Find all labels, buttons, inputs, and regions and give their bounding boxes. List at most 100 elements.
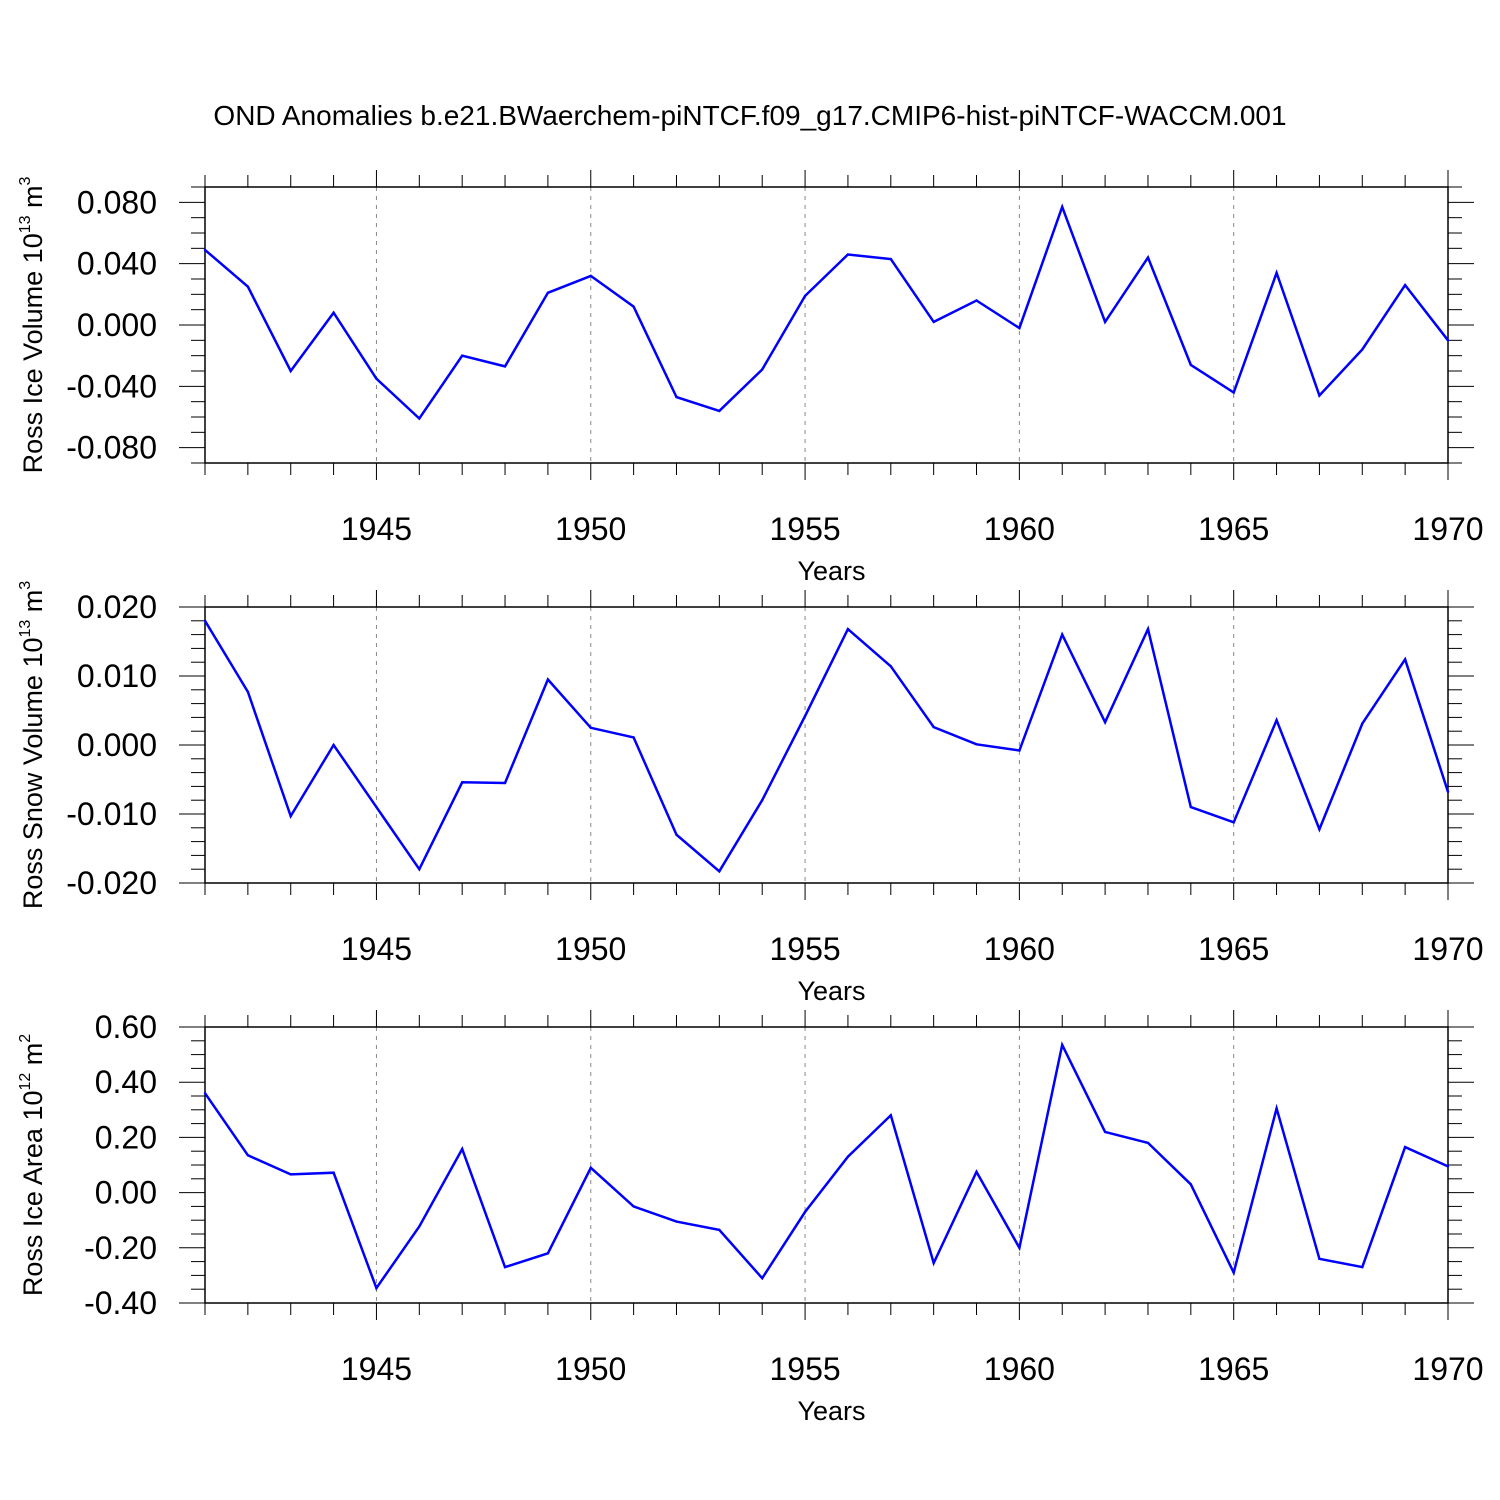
data-point xyxy=(1446,790,1450,794)
data-point xyxy=(589,726,592,729)
data-point xyxy=(1361,1265,1364,1269)
y-tick-label: 0.080 xyxy=(77,184,157,220)
data-point xyxy=(503,781,507,785)
data-point xyxy=(718,1228,721,1232)
series-line xyxy=(204,203,1449,421)
panel-ross-snow-volume: 1945 1950 1955 1960 1965 1970 0.020 0.010 0.000 -… xyxy=(17,581,1484,1006)
data-point xyxy=(418,417,421,420)
data-point xyxy=(1232,391,1235,394)
y-tick-label: 0.60 xyxy=(95,1009,157,1045)
x-tick-label: 1945 xyxy=(341,931,412,967)
data-point xyxy=(246,1154,250,1157)
x-tick-label: 1945 xyxy=(341,511,412,547)
data-point xyxy=(1189,1183,1193,1186)
data-point xyxy=(975,743,978,746)
data-point xyxy=(1061,633,1064,636)
data-point xyxy=(675,833,678,836)
data-point xyxy=(1146,256,1150,259)
y-axis-title: Ross Ice Volume 1013 m3 xyxy=(17,176,48,473)
y-axis-title: Ross Ice Area 1012 m2 xyxy=(17,1034,48,1296)
data-point xyxy=(1018,749,1021,752)
y-tick-label: -0.040 xyxy=(66,368,157,404)
data-point xyxy=(889,257,892,261)
y-tick-label: -0.20 xyxy=(84,1230,157,1266)
data-point xyxy=(546,1252,550,1255)
data-point xyxy=(1275,718,1278,722)
data-point xyxy=(932,725,935,729)
x-tick-label: 1970 xyxy=(1412,511,1483,547)
data-point xyxy=(632,1205,635,1208)
panel-ross-ice-volume: 1945 1950 1955 1960 1965 1970 0.080 0.040 0.000 -… xyxy=(17,170,1484,586)
data-point xyxy=(675,395,678,399)
data-point xyxy=(1103,721,1107,724)
figure-title: OND Anomalies b.e21.BWaerchem-piNTCF.f09… xyxy=(213,100,1286,131)
data-point xyxy=(846,253,850,256)
data-point xyxy=(803,294,807,298)
data-point xyxy=(1446,339,1450,342)
data-point xyxy=(203,248,207,252)
data-point xyxy=(1318,827,1321,831)
data-point xyxy=(1189,363,1193,367)
data-point xyxy=(332,1171,335,1174)
data-point xyxy=(1275,1107,1278,1110)
y-tick-label: -0.020 xyxy=(66,865,157,901)
x-tick-label: 1945 xyxy=(341,1351,412,1387)
data-point xyxy=(1403,658,1407,661)
data-point xyxy=(975,299,978,302)
x-tick-label: 1960 xyxy=(984,931,1055,967)
data-point xyxy=(589,274,592,278)
data-point xyxy=(803,1210,807,1214)
data-point xyxy=(632,736,635,739)
x-axis-title: Years xyxy=(797,976,865,1006)
y-tick-label: 0.00 xyxy=(95,1175,157,1211)
x-tick-label: 1965 xyxy=(1198,931,1269,967)
data-point xyxy=(675,1220,678,1223)
data-point xyxy=(889,1114,892,1117)
y-tick-label: 0.20 xyxy=(95,1119,157,1155)
y-tick-label: 0.40 xyxy=(95,1064,157,1100)
data-point xyxy=(1146,627,1150,631)
x-tick-label: 1965 xyxy=(1198,511,1269,547)
data-point xyxy=(632,305,635,308)
data-point xyxy=(332,743,335,747)
data-point xyxy=(761,799,764,802)
panel-ross-ice-area: 1945 1950 1955 1960 1965 1970 0.60 0.40 0.20 0.00… xyxy=(17,1009,1484,1426)
x-axis-title: Years xyxy=(797,1396,865,1426)
data-point xyxy=(289,814,292,818)
y-tick-label: 0.000 xyxy=(77,307,157,343)
data-point xyxy=(418,868,421,871)
data-point xyxy=(460,354,464,357)
data-point xyxy=(932,1261,935,1265)
data-point xyxy=(589,1166,592,1169)
data-point xyxy=(932,320,935,324)
data-point xyxy=(503,365,507,368)
data-point xyxy=(546,678,550,681)
y-tick-label: -0.40 xyxy=(84,1285,157,1321)
data-point xyxy=(846,1155,850,1158)
data-point xyxy=(203,1092,207,1095)
data-point xyxy=(1018,1246,1021,1250)
series-line xyxy=(203,1041,1449,1291)
data-point xyxy=(1061,1043,1064,1047)
data-point xyxy=(418,1225,421,1228)
data-point xyxy=(375,1286,378,1290)
data-point xyxy=(246,690,250,694)
x-tick-label: 1965 xyxy=(1198,1351,1269,1387)
data-point xyxy=(1146,1141,1150,1145)
data-point xyxy=(761,368,764,371)
data-point xyxy=(1018,326,1021,330)
data-point xyxy=(375,377,378,380)
data-point xyxy=(203,619,207,622)
data-point xyxy=(846,627,850,631)
y-tick-label: 0.040 xyxy=(77,246,157,282)
data-point xyxy=(460,781,464,784)
data-point xyxy=(889,665,892,668)
x-tick-label: 1970 xyxy=(1412,1351,1483,1387)
data-point xyxy=(246,285,250,288)
x-tick-label: 1960 xyxy=(984,511,1055,547)
data-point xyxy=(289,1173,292,1176)
data-point xyxy=(1103,1130,1107,1134)
x-tick-label: 1950 xyxy=(555,1351,626,1387)
data-point xyxy=(546,291,550,294)
x-tick-label: 1955 xyxy=(769,931,840,967)
